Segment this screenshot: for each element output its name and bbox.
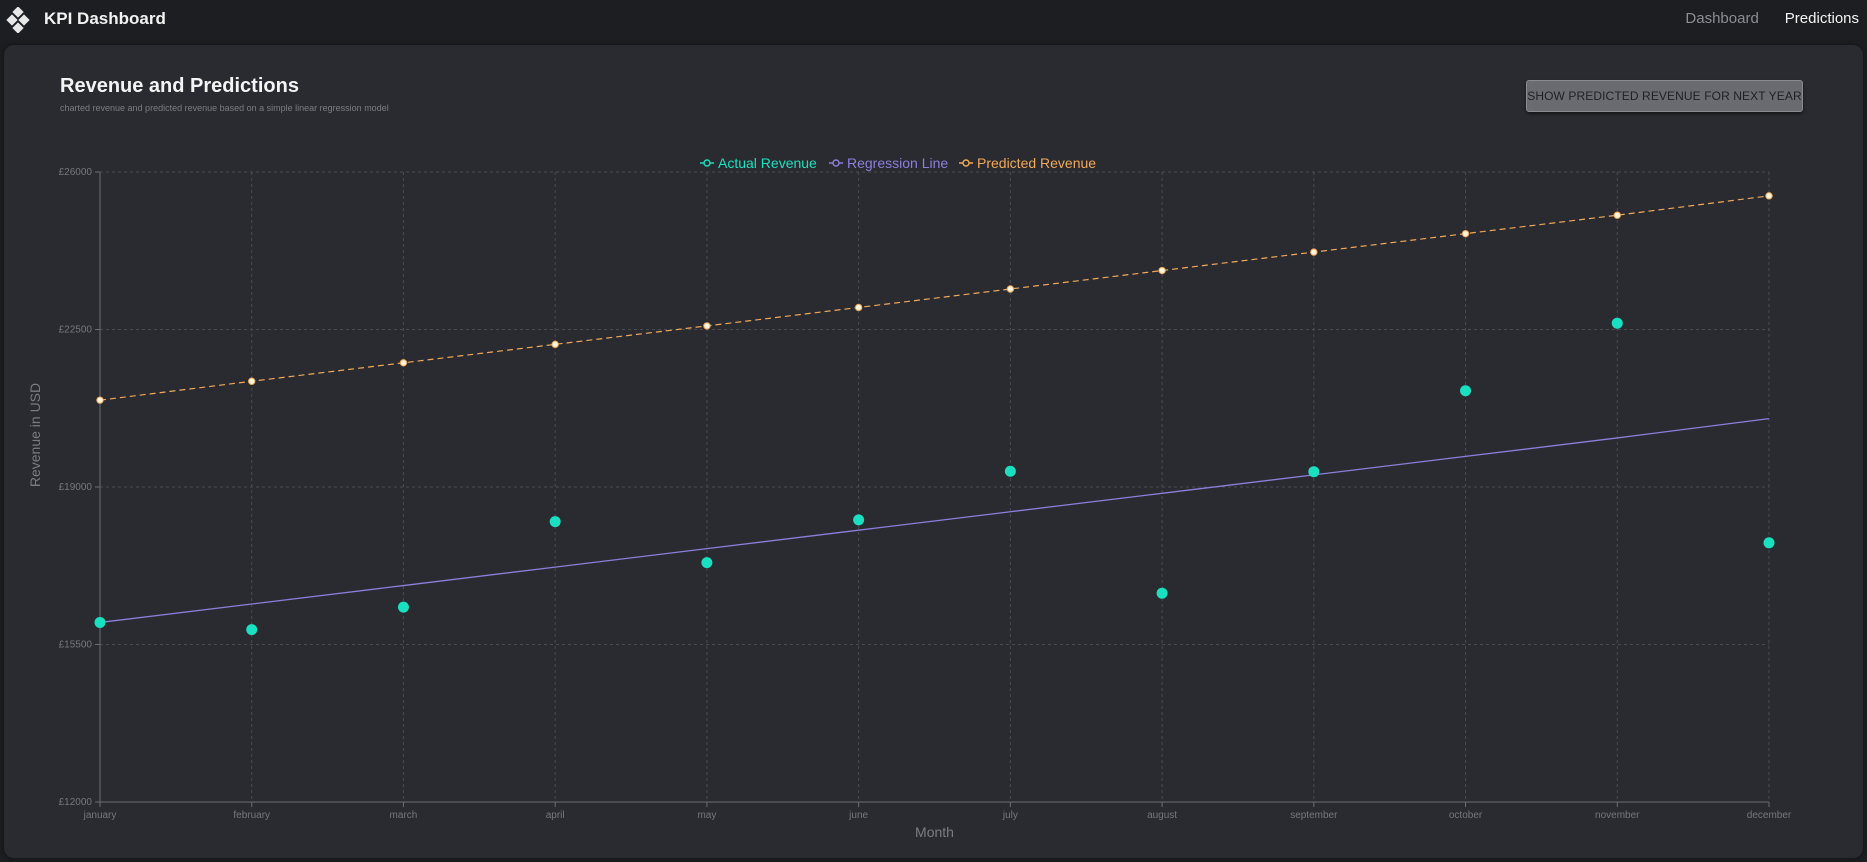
chart-grid xyxy=(99,171,1770,802)
actual-revenue-point xyxy=(1763,537,1775,549)
actual-revenue-point xyxy=(853,514,865,526)
x-tick-label: april xyxy=(546,810,565,821)
x-tick-label: may xyxy=(697,810,716,821)
chart-series xyxy=(94,192,1775,636)
top-navbar: KPI Dashboard Dashboard Predictions xyxy=(0,0,1867,40)
predicted-revenue-point xyxy=(248,377,256,385)
actual-revenue-point xyxy=(1004,465,1016,477)
actual-revenue-point xyxy=(701,557,713,569)
predicted-revenue-point xyxy=(96,396,104,404)
actual-revenue-point xyxy=(397,601,409,613)
x-tick-label: august xyxy=(1147,810,1177,821)
x-tick-label: july xyxy=(1002,810,1018,821)
x-tick-label: march xyxy=(390,810,418,821)
actual-revenue-point xyxy=(1611,317,1623,329)
predicted-revenue-point xyxy=(854,303,863,312)
legend-label: Actual Revenue xyxy=(718,155,817,171)
y-tick-label: £22500 xyxy=(59,325,93,336)
predicted-revenue-point xyxy=(551,340,559,349)
predicted-revenue-point xyxy=(1006,285,1015,293)
predicted-revenue-point xyxy=(1765,192,1773,200)
predicted-revenue-point xyxy=(1158,266,1166,275)
x-tick-label: january xyxy=(83,810,117,821)
x-tick-label: february xyxy=(233,810,270,821)
show-predicted-revenue-button[interactable]: SHOW PREDICTED REVENUE FOR NEXT YEAR xyxy=(1526,80,1803,112)
x-axis-label: Month xyxy=(915,824,954,840)
legend-actual-revenue[interactable]: Actual Revenue xyxy=(700,155,817,171)
x-tick-label: november xyxy=(1595,810,1640,821)
x-tick-label: december xyxy=(1747,810,1792,821)
predicted-revenue-point xyxy=(1613,211,1621,219)
panel-title: Revenue and Predictions xyxy=(60,75,299,97)
panel-subtitle: charted revenue and predicted revenue ba… xyxy=(60,103,389,113)
y-tick-label: £26000 xyxy=(59,167,93,178)
legend-marker-icon xyxy=(962,159,970,167)
legend-label: Regression Line xyxy=(847,155,948,171)
x-tick-label: june xyxy=(848,810,868,821)
x-tick-label: september xyxy=(1290,810,1338,821)
actual-revenue-point xyxy=(1460,385,1472,397)
actual-revenue-point xyxy=(1308,466,1320,478)
predicted-revenue-line xyxy=(99,195,1770,401)
legend-regression-line[interactable]: Regression Line xyxy=(829,155,948,171)
legend-label: Predicted Revenue xyxy=(977,155,1096,171)
y-axis-label: Revenue in USD xyxy=(27,383,43,487)
legend-predicted-revenue[interactable]: Predicted Revenue xyxy=(959,155,1096,171)
actual-revenue-point xyxy=(94,616,106,628)
logo-icon xyxy=(6,7,30,33)
main-nav: Dashboard Predictions xyxy=(1659,10,1859,27)
predicted-revenue-point xyxy=(1461,229,1470,238)
predicted-revenue-point xyxy=(703,322,711,330)
y-tick-label: £15500 xyxy=(59,640,93,651)
actual-revenue-point xyxy=(549,516,561,528)
regression-line xyxy=(99,417,1770,624)
actual-revenue-point xyxy=(246,624,258,636)
predicted-revenue-point xyxy=(1310,248,1318,256)
legend-marker-icon xyxy=(832,159,840,167)
nav-link-dashboard[interactable]: Dashboard xyxy=(1685,10,1759,27)
chart-legend[interactable]: Actual Revenue Regression Line Predicted R… xyxy=(700,155,1096,171)
y-tick-label: £19000 xyxy=(59,482,93,493)
nav-link-predictions[interactable]: Predictions xyxy=(1784,10,1859,27)
actual-revenue-point xyxy=(1156,587,1168,599)
app-title: KPI Dashboard xyxy=(44,9,166,28)
legend-marker-icon xyxy=(703,159,711,167)
predicted-revenue-point xyxy=(399,359,408,367)
chart-panel: Revenue and Predictions charted revenue … xyxy=(4,45,1863,858)
y-tick-label: £12000 xyxy=(59,797,93,808)
x-tick-label: october xyxy=(1449,810,1483,821)
chart-axes: £12000 £15500 £19000 £22500 £26000 january feb… xyxy=(59,167,1792,821)
